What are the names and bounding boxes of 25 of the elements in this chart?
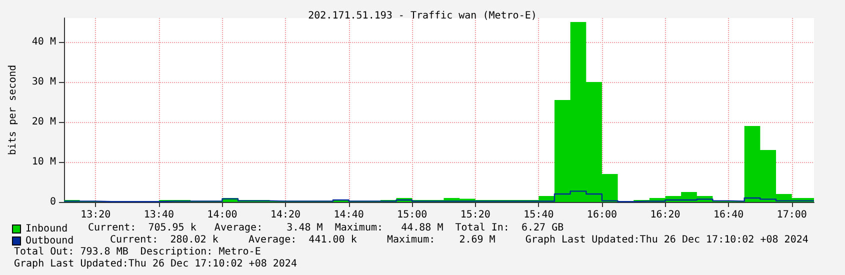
y-tick-label: 0 bbox=[50, 196, 56, 208]
text: Total Out: 793.8 MB Description: Metro-E bbox=[14, 246, 261, 258]
x-tick-label: 14:20 bbox=[270, 210, 301, 220]
x-tick-label: 17:00 bbox=[776, 210, 807, 220]
y-tick-label: 40 M bbox=[32, 36, 56, 48]
y-axis-title: bits per second bbox=[8, 64, 18, 156]
x-tick-label: 14:00 bbox=[207, 210, 238, 220]
text: Current: 280.02 k Average: 441.00 k Maximum: 2.69 M Graph Last Updated:Thu 26 Dec 17:10:02 +08 2024 bbox=[110, 234, 808, 246]
legend-label: Inbound bbox=[26, 224, 68, 234]
x-tick-label: 14:40 bbox=[334, 210, 364, 220]
y-tick-label: 20 M bbox=[32, 116, 56, 128]
x-tick-label: 15:40 bbox=[524, 210, 554, 220]
x-tick-label: 16:20 bbox=[650, 210, 680, 220]
x-tick-label: 13:40 bbox=[144, 210, 174, 220]
x-tick-label: 15:20 bbox=[460, 210, 490, 220]
text: Current: 705.95 k Average: 3.48 M Maximum: 44.88 M Total In: 6.27 GB bbox=[88, 222, 564, 234]
x-tick-label: 16:00 bbox=[586, 210, 618, 220]
chart-title: 202.171.51.193 - Traffic wan (Metro-E) bbox=[308, 10, 537, 22]
x-tick-label: 16:40 bbox=[714, 210, 744, 220]
x-tick-label: 15:00 bbox=[397, 210, 428, 220]
y-tick-label: 30 M bbox=[32, 76, 56, 88]
legend-label: Outbound bbox=[26, 236, 74, 246]
text: Graph Last Updated:Thu 26 Dec 17:10:02 +08 2024 bbox=[14, 258, 297, 270]
y-tick-label: 10 M bbox=[32, 156, 56, 168]
x-tick-label: 13:20 bbox=[80, 210, 111, 220]
